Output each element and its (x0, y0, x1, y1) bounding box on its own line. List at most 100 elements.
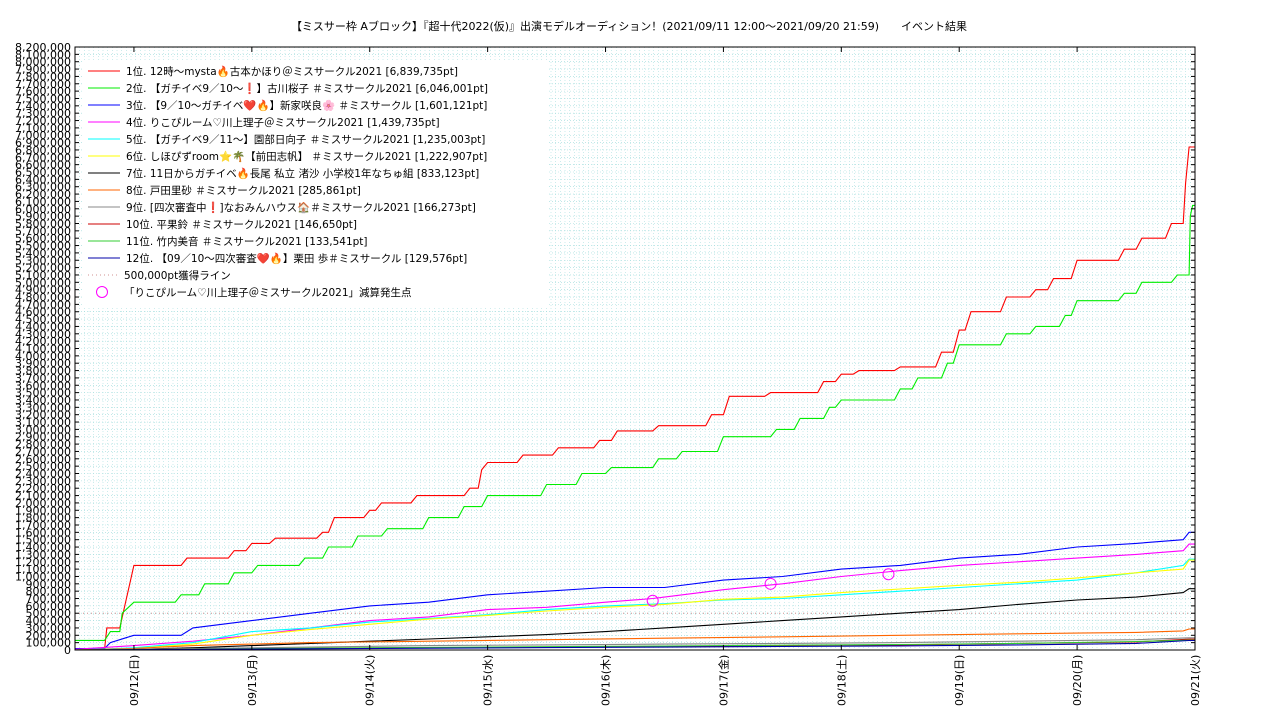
y-tick-label: 1,100,000 (15, 563, 71, 576)
y-tick-label: 8,000,000 (15, 56, 71, 69)
y-tick-label: 6,000,000 (15, 203, 71, 216)
y-tick-label: 1,000,000 (15, 570, 71, 583)
series-line-6 (74, 559, 1195, 651)
y-tick-label: 5,900,000 (15, 210, 71, 223)
y-tick-label: 4,200,000 (15, 335, 71, 348)
y-tick-label: 3,300,000 (15, 401, 71, 414)
legend-label-reference: 500,000pt獲得ライン (124, 269, 231, 282)
legend-label-11: 11位. 竹内美音 ＃ミスサークル2021 [133,541pt] (126, 235, 368, 248)
y-tick-label: 3,200,000 (15, 409, 71, 422)
y-tick-label: 7,600,000 (15, 85, 71, 98)
series-line-8 (74, 628, 1195, 651)
y-tick-label: 2,700,000 (15, 445, 71, 458)
legend-label-12: 12位. 【09／10〜四次審査❤️🔥】栗田 歩＃ミスサークル [129,576… (126, 252, 467, 265)
chart-subtitle: イベント結果 (901, 19, 967, 33)
legend-label-1: 1位. 12時〜mysta🔥古本かほり＠ミスサークル2021 [6,839,73… (126, 65, 458, 78)
deduction-marker-3 (882, 568, 895, 581)
x-axis: 09/12(日) 09/13(月) 09/14(火) 09/15(水) 09/16(木)… (128, 47, 1202, 706)
y-tick-label: 4,000,000 (15, 350, 71, 363)
y-tick-label: 5,200,000 (15, 262, 71, 275)
series-line-4 (74, 543, 1195, 650)
y-tick-label: 2,100,000 (15, 490, 71, 503)
y-tick-label: 4,500,000 (15, 313, 71, 326)
y-tick-label: 2,800,000 (15, 438, 71, 451)
x-tick-label: 09/19(日) (953, 655, 966, 706)
x-tick-label: 09/21(火) (1189, 655, 1202, 706)
y-tick-label: 2,900,000 (15, 431, 71, 444)
y-tick-label: 6,700,000 (15, 151, 71, 164)
y-tick-label: 600,000 (26, 600, 72, 613)
y-axis: 0100,000200,000300,000400,000500,000600,… (15, 41, 1195, 657)
y-tick-label: 1,200,000 (15, 556, 71, 569)
y-tick-label: 4,400,000 (15, 320, 71, 333)
legend-label-5: 5位. 【ガチイベ9／11〜】園部日向子 ＃ミスサークル2021 [1,235,… (126, 133, 485, 146)
y-tick-label: 1,500,000 (15, 534, 71, 547)
y-tick-label: 6,200,000 (15, 188, 71, 201)
y-tick-label: 3,000,000 (15, 423, 71, 436)
y-tick-label: 3,800,000 (15, 365, 71, 378)
y-tick-label: 6,600,000 (15, 159, 71, 172)
y-tick-label: 7,200,000 (15, 115, 71, 128)
y-tick-label: 700,000 (26, 593, 72, 606)
y-tick-label: 2,000,000 (15, 497, 71, 510)
y-tick-label: 7,700,000 (15, 78, 71, 91)
legend: 1位. 12時〜mysta🔥古本かほり＠ミスサークル2021 [6,839,73… (83, 60, 548, 307)
y-tick-label: 6,500,000 (15, 166, 71, 179)
x-tick-label: 09/16(木) (600, 655, 613, 706)
y-tick-label: 3,100,000 (15, 416, 71, 429)
legend-label-7: 7位. 11日からガチイベ🔥長尾 私立 渚沙 小学校1年なちゅ組 [833,12… (126, 167, 479, 180)
y-tick-label: 6,800,000 (15, 144, 71, 157)
x-tick-label: 09/14(火) (364, 655, 377, 706)
x-tick-label: 09/13(月) (246, 655, 259, 706)
series-line-7 (74, 588, 1195, 651)
legend-label-9: 9位. [四次審査中❗]なおみんハウス🏠＃ミスサークル2021 [166,273… (126, 201, 476, 214)
y-tick-label: 5,400,000 (15, 247, 71, 260)
deduction-marker-1 (646, 594, 659, 607)
y-tick-label: 500,000 (26, 607, 72, 620)
y-tick-label: 6,300,000 (15, 181, 71, 194)
series-line-2 (75, 204, 1195, 641)
legend-label-2: 2位. 【ガチイベ9／10〜❗】古川桜子 ＃ミスサークル2021 [6,046,… (126, 82, 488, 95)
marker-group (646, 568, 895, 607)
y-tick-label: 3,900,000 (15, 357, 71, 370)
y-tick-label: 1,300,000 (15, 548, 71, 561)
y-tick-label: 8,100,000 (15, 48, 71, 61)
y-tick-label: 1,900,000 (15, 504, 71, 517)
legend-label-4: 4位. りこぴルーム♡川上理子＠ミスサークル2021 [1,439,735pt] (126, 116, 440, 129)
y-tick-label: 900,000 (26, 578, 72, 591)
series-line-1 (75, 146, 1195, 651)
y-tick-label: 5,100,000 (15, 269, 71, 282)
y-tick-label: 6,900,000 (15, 137, 71, 150)
y-tick-label: 2,200,000 (15, 482, 71, 495)
y-tick-label: 1,600,000 (15, 526, 71, 539)
y-tick-label: 4,700,000 (15, 298, 71, 311)
y-tick-label: 100,000 (26, 637, 72, 650)
legend-label-8: 8位. 戸田里砂 ＃ミスサークル2021 [285,861pt] (126, 184, 361, 197)
y-tick-label: 7,500,000 (15, 92, 71, 105)
y-tick-label: 800,000 (26, 585, 72, 598)
y-tick-label: 200,000 (26, 629, 72, 642)
y-tick-label: 5,300,000 (15, 254, 71, 267)
chart-title: 【ミスサー枠 Aブロック】『超十代2022(仮)』出演モデルオーディション！(2… (291, 19, 879, 33)
y-tick-label: 2,300,000 (15, 475, 71, 488)
y-tick-label: 5,700,000 (15, 225, 71, 238)
y-tick-label: 3,600,000 (15, 379, 71, 392)
legend-swatch-marker (96, 286, 108, 298)
y-tick-label: 4,800,000 (15, 291, 71, 304)
y-tick-label: 7,000,000 (15, 129, 71, 142)
y-tick-label: 2,600,000 (15, 453, 71, 466)
y-tick-label: 1,700,000 (15, 519, 71, 532)
y-tick-label: 3,400,000 (15, 394, 71, 407)
legend-label-6: 6位. しほぴずroom⭐🌴【前田志帆】 ＃ミスサークル2021 [1,222,… (126, 150, 487, 163)
y-tick-label: 7,900,000 (15, 63, 71, 76)
y-tick-label: 4,300,000 (15, 328, 71, 341)
y-tick-label: 5,600,000 (15, 232, 71, 245)
y-tick-label: 7,400,000 (15, 100, 71, 113)
y-tick-label: 3,500,000 (15, 387, 71, 400)
y-tick-label: 1,400,000 (15, 541, 71, 554)
y-tick-label: 2,400,000 (15, 468, 71, 481)
legend-label-10: 10位. 平果鈴 ＃ミスサークル2021 [146,650pt] (126, 218, 357, 231)
y-tick-label: 5,500,000 (15, 240, 71, 253)
series-line-3 (75, 531, 1195, 650)
